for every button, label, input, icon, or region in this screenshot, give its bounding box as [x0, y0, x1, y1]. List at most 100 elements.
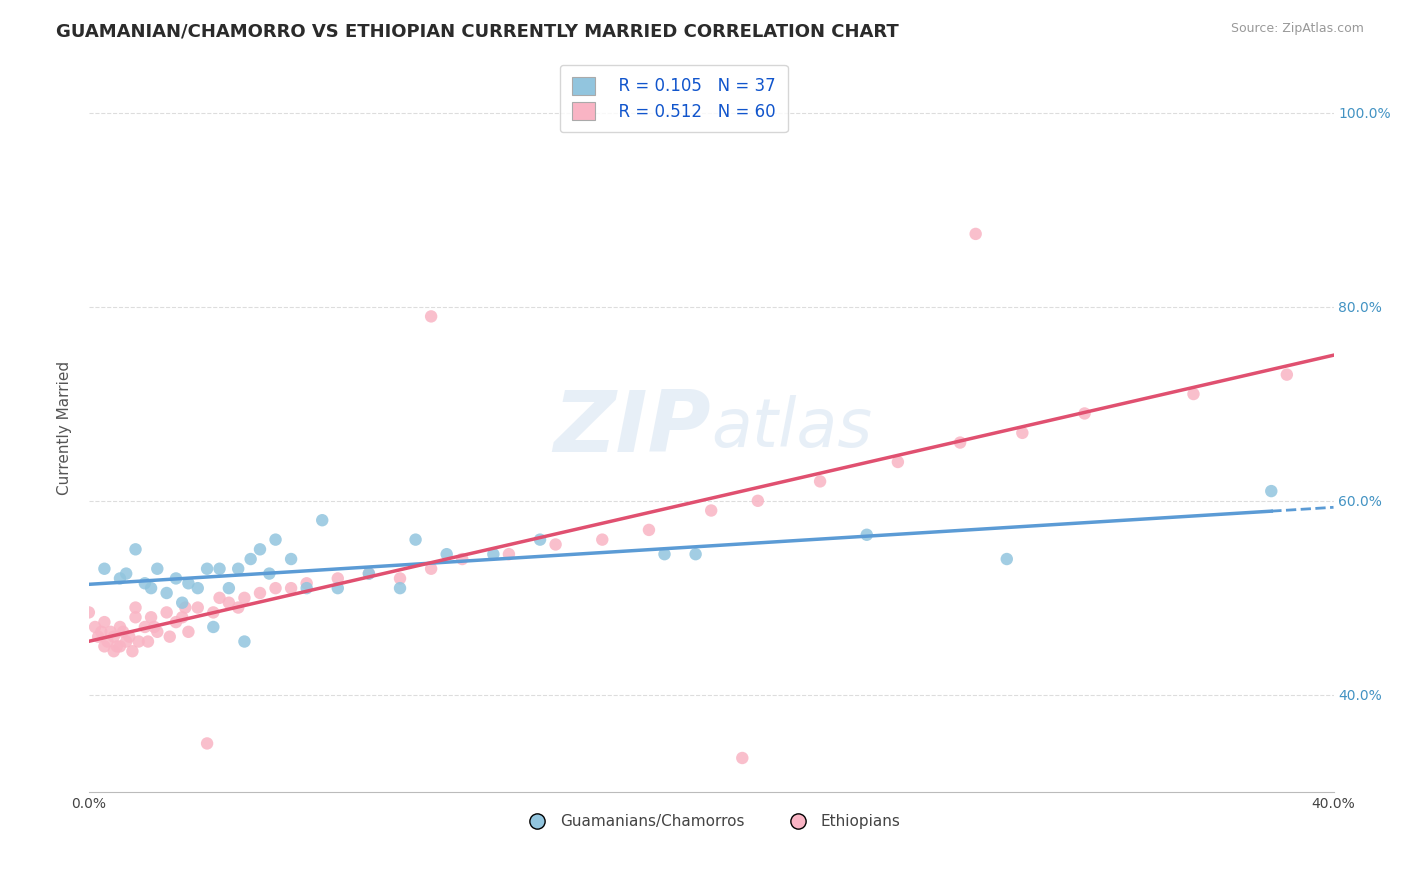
Point	[134, 576, 156, 591]
Point	[115, 634, 138, 648]
Point	[259, 566, 281, 581]
Point	[808, 475, 831, 489]
Point	[134, 620, 156, 634]
Point	[389, 581, 412, 595]
Point	[93, 562, 115, 576]
Point	[124, 600, 146, 615]
Point	[118, 630, 141, 644]
Point	[187, 581, 209, 595]
Point	[108, 571, 131, 585]
Point	[389, 571, 412, 585]
Point	[202, 606, 225, 620]
Point	[420, 310, 443, 324]
Text: ZIP: ZIP	[554, 386, 711, 469]
Point	[172, 596, 194, 610]
Point	[108, 620, 131, 634]
Point	[128, 634, 150, 648]
Point	[544, 537, 567, 551]
Point	[177, 624, 200, 639]
Point	[311, 513, 333, 527]
Point	[357, 566, 380, 581]
Point	[226, 600, 249, 615]
Point	[685, 547, 707, 561]
Point	[177, 576, 200, 591]
Point	[172, 610, 194, 624]
Point	[218, 596, 240, 610]
Point	[700, 503, 723, 517]
Point	[747, 493, 769, 508]
Point	[855, 528, 877, 542]
Point	[90, 624, 112, 639]
Point	[84, 620, 107, 634]
Point	[174, 600, 197, 615]
Point	[420, 562, 443, 576]
Point	[226, 562, 249, 576]
Point	[146, 562, 169, 576]
Point	[638, 523, 661, 537]
Text: Source: ZipAtlas.com: Source: ZipAtlas.com	[1230, 22, 1364, 36]
Point	[124, 610, 146, 624]
Point	[995, 552, 1018, 566]
Point	[529, 533, 551, 547]
Point	[139, 581, 162, 595]
Point	[124, 542, 146, 557]
Point	[326, 571, 349, 585]
Point	[187, 600, 209, 615]
Point	[112, 624, 135, 639]
Point	[146, 624, 169, 639]
Point	[1275, 368, 1298, 382]
Point	[1011, 425, 1033, 440]
Point	[482, 547, 505, 561]
Point	[249, 542, 271, 557]
Point	[208, 591, 231, 605]
Point	[233, 634, 256, 648]
Point	[156, 606, 179, 620]
Text: GUAMANIAN/CHAMORRO VS ETHIOPIAN CURRENTLY MARRIED CORRELATION CHART: GUAMANIAN/CHAMORRO VS ETHIOPIAN CURRENTL…	[56, 22, 898, 40]
Text: atlas: atlas	[711, 395, 872, 461]
Point	[949, 435, 972, 450]
Point	[295, 576, 318, 591]
Point	[136, 634, 159, 648]
Point	[103, 630, 125, 644]
Point	[208, 562, 231, 576]
Point	[731, 751, 754, 765]
Point	[195, 736, 218, 750]
Point	[591, 533, 613, 547]
Point	[165, 615, 187, 629]
Point	[498, 547, 520, 561]
Point	[1073, 407, 1095, 421]
Point	[93, 640, 115, 654]
Point	[965, 227, 987, 241]
Point	[1182, 387, 1205, 401]
Point	[202, 620, 225, 634]
Point	[1260, 484, 1282, 499]
Point	[239, 552, 262, 566]
Point	[264, 581, 287, 595]
Point	[96, 634, 118, 648]
Point	[165, 571, 187, 585]
Point	[105, 640, 128, 654]
Point	[156, 586, 179, 600]
Point	[405, 533, 427, 547]
Point	[887, 455, 910, 469]
Point	[451, 552, 474, 566]
Y-axis label: Currently Married: Currently Married	[58, 361, 72, 495]
Point	[195, 562, 218, 576]
Point	[100, 624, 122, 639]
Point	[326, 581, 349, 595]
Point	[436, 547, 458, 561]
Point	[121, 644, 143, 658]
Point	[264, 533, 287, 547]
Point	[103, 644, 125, 658]
Point	[159, 630, 181, 644]
Point	[357, 566, 380, 581]
Point	[143, 620, 166, 634]
Point	[87, 630, 110, 644]
Point	[654, 547, 676, 561]
Point	[77, 606, 100, 620]
Point	[280, 552, 302, 566]
Point	[233, 591, 256, 605]
Point	[295, 581, 318, 595]
Point	[218, 581, 240, 595]
Legend: Guamanians/Chamorros, Ethiopians: Guamanians/Chamorros, Ethiopians	[516, 808, 907, 835]
